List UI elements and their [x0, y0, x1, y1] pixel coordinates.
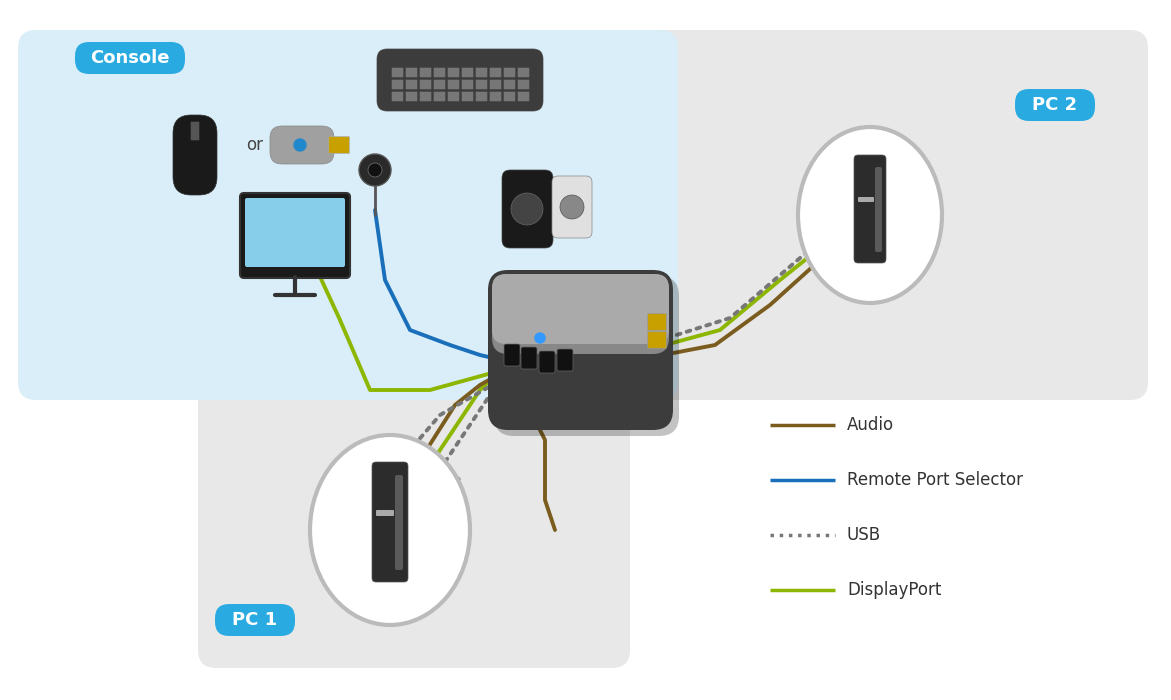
Circle shape — [294, 139, 306, 151]
FancyBboxPatch shape — [433, 68, 445, 77]
FancyBboxPatch shape — [392, 68, 403, 77]
FancyBboxPatch shape — [377, 49, 543, 111]
Text: Console: Console — [90, 49, 170, 67]
FancyBboxPatch shape — [461, 92, 473, 102]
FancyBboxPatch shape — [557, 349, 573, 371]
FancyBboxPatch shape — [392, 80, 403, 90]
FancyBboxPatch shape — [395, 475, 403, 570]
FancyBboxPatch shape — [539, 351, 555, 373]
Ellipse shape — [310, 435, 470, 625]
FancyBboxPatch shape — [405, 68, 417, 77]
FancyBboxPatch shape — [271, 126, 334, 164]
Circle shape — [368, 163, 382, 177]
FancyBboxPatch shape — [329, 136, 349, 153]
Circle shape — [511, 193, 543, 225]
Text: DisplayPort: DisplayPort — [847, 581, 941, 599]
FancyBboxPatch shape — [489, 68, 501, 77]
FancyBboxPatch shape — [552, 176, 593, 238]
FancyBboxPatch shape — [447, 68, 459, 77]
FancyBboxPatch shape — [475, 92, 487, 102]
FancyBboxPatch shape — [475, 80, 487, 90]
Text: PC 1: PC 1 — [232, 611, 278, 629]
FancyBboxPatch shape — [419, 80, 431, 90]
FancyBboxPatch shape — [405, 80, 417, 90]
FancyBboxPatch shape — [240, 193, 350, 278]
Text: USB: USB — [847, 526, 881, 544]
FancyBboxPatch shape — [521, 347, 537, 369]
FancyBboxPatch shape — [854, 155, 886, 263]
Circle shape — [359, 154, 391, 186]
FancyBboxPatch shape — [191, 122, 199, 140]
FancyBboxPatch shape — [245, 198, 345, 267]
FancyBboxPatch shape — [461, 80, 473, 90]
FancyBboxPatch shape — [475, 68, 487, 77]
FancyBboxPatch shape — [405, 92, 417, 102]
FancyBboxPatch shape — [858, 197, 874, 202]
FancyBboxPatch shape — [492, 274, 669, 344]
FancyBboxPatch shape — [518, 68, 529, 77]
FancyBboxPatch shape — [518, 80, 529, 90]
FancyBboxPatch shape — [504, 92, 515, 102]
FancyBboxPatch shape — [488, 270, 673, 430]
FancyBboxPatch shape — [648, 314, 666, 330]
FancyBboxPatch shape — [648, 332, 666, 349]
FancyBboxPatch shape — [461, 68, 473, 77]
FancyBboxPatch shape — [215, 604, 295, 636]
FancyBboxPatch shape — [198, 368, 630, 668]
FancyBboxPatch shape — [173, 115, 217, 195]
FancyBboxPatch shape — [433, 80, 445, 90]
Circle shape — [560, 195, 584, 219]
FancyBboxPatch shape — [1015, 89, 1095, 121]
Circle shape — [535, 333, 545, 343]
FancyBboxPatch shape — [504, 68, 515, 77]
FancyBboxPatch shape — [489, 92, 501, 102]
FancyBboxPatch shape — [376, 510, 393, 516]
FancyBboxPatch shape — [392, 92, 403, 102]
Text: PC 2: PC 2 — [1033, 96, 1077, 114]
FancyBboxPatch shape — [504, 80, 515, 90]
FancyBboxPatch shape — [447, 92, 459, 102]
FancyBboxPatch shape — [875, 167, 882, 252]
Text: or: or — [247, 136, 263, 154]
FancyBboxPatch shape — [75, 42, 185, 74]
FancyBboxPatch shape — [489, 80, 501, 90]
FancyBboxPatch shape — [419, 68, 431, 77]
FancyBboxPatch shape — [18, 30, 678, 400]
FancyBboxPatch shape — [372, 462, 408, 582]
Ellipse shape — [797, 127, 941, 303]
FancyBboxPatch shape — [494, 276, 679, 436]
Text: Remote Port Selector: Remote Port Selector — [847, 471, 1023, 489]
FancyBboxPatch shape — [447, 80, 459, 90]
FancyBboxPatch shape — [502, 170, 553, 248]
FancyBboxPatch shape — [628, 30, 1148, 400]
FancyBboxPatch shape — [419, 92, 431, 102]
FancyBboxPatch shape — [504, 344, 520, 366]
Text: Audio: Audio — [847, 416, 895, 434]
FancyBboxPatch shape — [518, 92, 529, 102]
FancyBboxPatch shape — [433, 92, 445, 102]
FancyBboxPatch shape — [492, 274, 669, 354]
